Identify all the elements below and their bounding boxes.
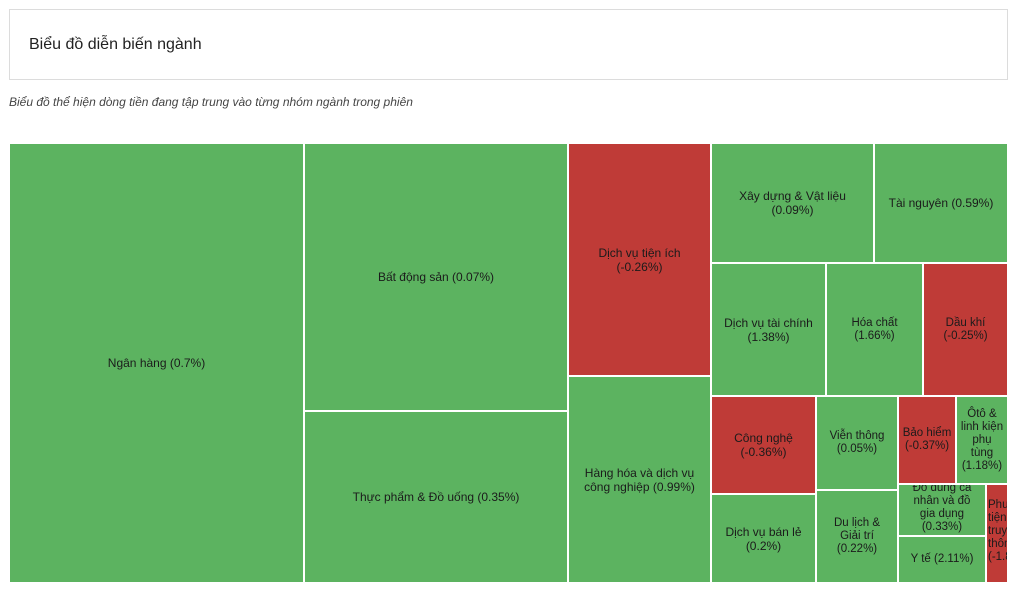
treemap-cell[interactable]: Dịch vụ tài chính (1.38%): [711, 263, 826, 396]
treemap-cell[interactable]: Bảo hiểm (-0.37%): [898, 396, 956, 484]
treemap-cell-label: Dầu khí (-0.25%): [943, 316, 988, 342]
treemap-cell[interactable]: Công nghệ (-0.36%): [711, 396, 816, 494]
treemap-cell[interactable]: Dịch vụ bán lẻ (0.2%): [711, 494, 816, 583]
treemap-cell-label: Dịch vụ tài chính (1.38%): [724, 315, 813, 344]
treemap-cell-label: Bảo hiểm (-0.37%): [902, 427, 952, 452]
treemap-cell[interactable]: Y tế (2.11%): [898, 536, 986, 583]
chart-subtitle: Biểu đồ thể hiện dòng tiền đang tập trun…: [9, 95, 413, 109]
treemap-cell-label: Tài nguyên (0.59%): [888, 196, 994, 210]
treemap-cell-label: Ôtô & linh kiện phụ tùng (1.18%): [960, 407, 1004, 472]
treemap-cell[interactable]: Viễn thông (0.05%): [816, 396, 898, 490]
treemap-cell-label: Thực phẩm & Đồ uống (0.35%): [352, 490, 520, 504]
treemap-cell[interactable]: Bất động sản (0.07%): [304, 143, 568, 411]
treemap-cell[interactable]: Dầu khí (-0.25%): [923, 263, 1008, 396]
treemap-cell-label: Du lịch & Giải trí (0.22%): [833, 517, 881, 555]
treemap-cell[interactable]: Xây dựng & Vật liệu (0.09%): [711, 143, 874, 263]
treemap-cell-label: Phươngtiệntruyềnthông(-1.8: [988, 499, 1008, 563]
treemap-cell[interactable]: Phươngtiệntruyềnthông(-1.8: [986, 484, 1008, 583]
treemap-cell[interactable]: Thực phẩm & Đồ uống (0.35%): [304, 411, 568, 583]
treemap-cell-label: Dịch vụ tiện ích (-0.26%): [598, 245, 681, 274]
chart-header-box: Biểu đồ diễn biến ngành: [9, 9, 1008, 80]
treemap-cell-label: Viễn thông (0.05%): [829, 430, 885, 455]
treemap-cell[interactable]: Đồ dùng cá nhân và đồ gia dụng (0.33%): [898, 484, 986, 536]
treemap-cell-label: Ngân hàng (0.7%): [107, 356, 206, 370]
treemap-cell-label: Xây dựng & Vật liệu (0.09%): [739, 189, 846, 217]
treemap-cell-label: Hóa chất (1.66%): [851, 316, 898, 342]
chart-title: Biểu đồ diễn biến ngành: [29, 36, 202, 53]
treemap-cell-label: Công nghệ (-0.36%): [734, 431, 793, 459]
treemap-cell[interactable]: Hàng hóa và dịch vụ công nghiệp (0.99%): [568, 376, 711, 583]
treemap-cell-label: Hàng hóa và dịch vụ công nghiệp (0.99%): [584, 465, 695, 494]
sector-treemap: Ngân hàng (0.7%) Bất động sản (0.07%) Thực…: [9, 143, 1008, 583]
treemap-cell[interactable]: Du lịch & Giải trí (0.22%): [816, 490, 898, 583]
treemap-cell-label: Bất động sản (0.07%): [377, 270, 495, 284]
treemap-cell[interactable]: Ngân hàng (0.7%): [9, 143, 304, 583]
treemap-cell[interactable]: Dịch vụ tiện ích (-0.26%): [568, 143, 711, 376]
treemap-cell-label: Y tế (2.11%): [910, 553, 974, 565]
treemap-cell-label: Dịch vụ bán lẻ (0.2%): [725, 524, 802, 553]
treemap-cell[interactable]: Hóa chất (1.66%): [826, 263, 923, 396]
treemap-cell-label: Đồ dùng cá nhân và đồ gia dụng (0.33%): [912, 484, 972, 533]
treemap-cell[interactable]: Tài nguyên (0.59%): [874, 143, 1008, 263]
treemap-cell[interactable]: Ôtô & linh kiện phụ tùng (1.18%): [956, 396, 1008, 484]
